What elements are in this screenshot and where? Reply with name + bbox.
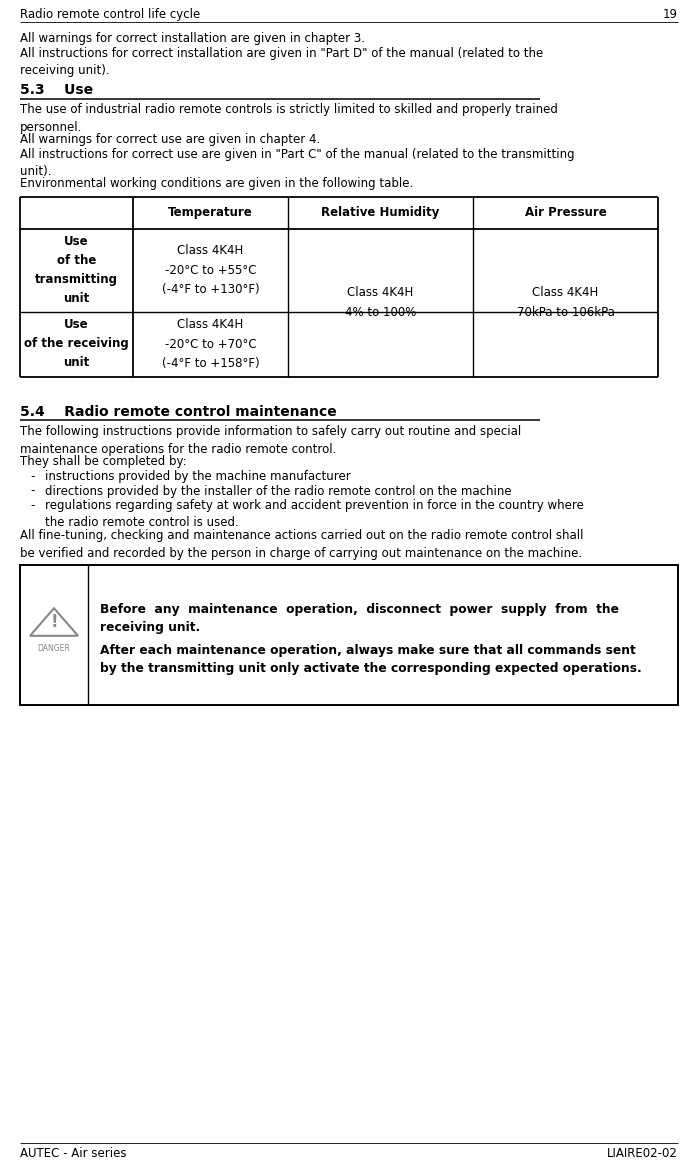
Text: 5.3    Use: 5.3 Use [20, 84, 93, 98]
Text: Class 4K4H
4% to 100%: Class 4K4H 4% to 100% [345, 286, 416, 319]
Text: Before  any  maintenance  operation,  disconnect  power  supply  from  the
recei: Before any maintenance operation, discon… [100, 602, 619, 634]
Text: Class 4K4H
70kPa to 106kPa: Class 4K4H 70kPa to 106kPa [517, 286, 614, 319]
Text: Radio remote control life cycle: Radio remote control life cycle [20, 8, 200, 21]
Text: LIAIRE02-02: LIAIRE02-02 [607, 1147, 678, 1160]
Text: Temperature: Temperature [168, 206, 253, 219]
Text: All warnings for correct use are given in chapter 4.: All warnings for correct use are given i… [20, 133, 320, 145]
Bar [20, 565, 678, 705]
Text: DANGER: DANGER [38, 644, 70, 652]
Text: -: - [30, 499, 34, 512]
Text: -: - [30, 485, 34, 498]
Text: Air Pressure: Air Pressure [525, 206, 607, 219]
Text: The use of industrial radio remote controls is strictly limited to skilled and p: The use of industrial radio remote contr… [20, 104, 558, 134]
Text: instructions provided by the machine manufacturer: instructions provided by the machine man… [45, 470, 351, 483]
Text: All warnings for correct installation are given in chapter 3.: All warnings for correct installation ar… [20, 33, 365, 45]
Text: 19: 19 [663, 8, 678, 21]
Text: The following instructions provide information to safely carry out routine and s: The following instructions provide infor… [20, 426, 521, 456]
Text: After each maintenance operation, always make sure that all commands sent
by the: After each maintenance operation, always… [100, 644, 641, 675]
Text: Use
of the receiving
unit: Use of the receiving unit [24, 319, 129, 370]
Text: They shall be completed by:: They shall be completed by: [20, 455, 186, 468]
Text: -: - [30, 470, 34, 483]
Text: Environmental working conditions are given in the following table.: Environmental working conditions are giv… [20, 177, 413, 190]
Text: All instructions for correct use are given in "Part C" of the manual (related to: All instructions for correct use are giv… [20, 148, 574, 178]
Text: Use
of the
transmitting
unit: Use of the transmitting unit [35, 235, 118, 305]
Text: All instructions for correct installation are given in "Part D" of the manual (r: All instructions for correct installatio… [20, 47, 543, 77]
Text: Relative Humidity: Relative Humidity [321, 206, 440, 219]
Text: Class 4K4H
-20°C to +55°C
(-4°F to +130°F): Class 4K4H -20°C to +55°C (-4°F to +130°… [162, 244, 260, 295]
Text: AUTEC - Air series: AUTEC - Air series [20, 1147, 126, 1160]
Text: Class 4K4H
-20°C to +70°C
(-4°F to +158°F): Class 4K4H -20°C to +70°C (-4°F to +158°… [162, 319, 260, 370]
Text: directions provided by the installer of the radio remote control on the machine: directions provided by the installer of … [45, 485, 512, 498]
Text: All fine-tuning, checking and maintenance actions carried out on the radio remot: All fine-tuning, checking and maintenanc… [20, 529, 584, 559]
Text: !: ! [50, 613, 58, 630]
Text: regulations regarding safety at work and accident prevention in force in the cou: regulations regarding safety at work and… [45, 499, 584, 529]
Text: 5.4    Radio remote control maintenance: 5.4 Radio remote control maintenance [20, 405, 336, 419]
